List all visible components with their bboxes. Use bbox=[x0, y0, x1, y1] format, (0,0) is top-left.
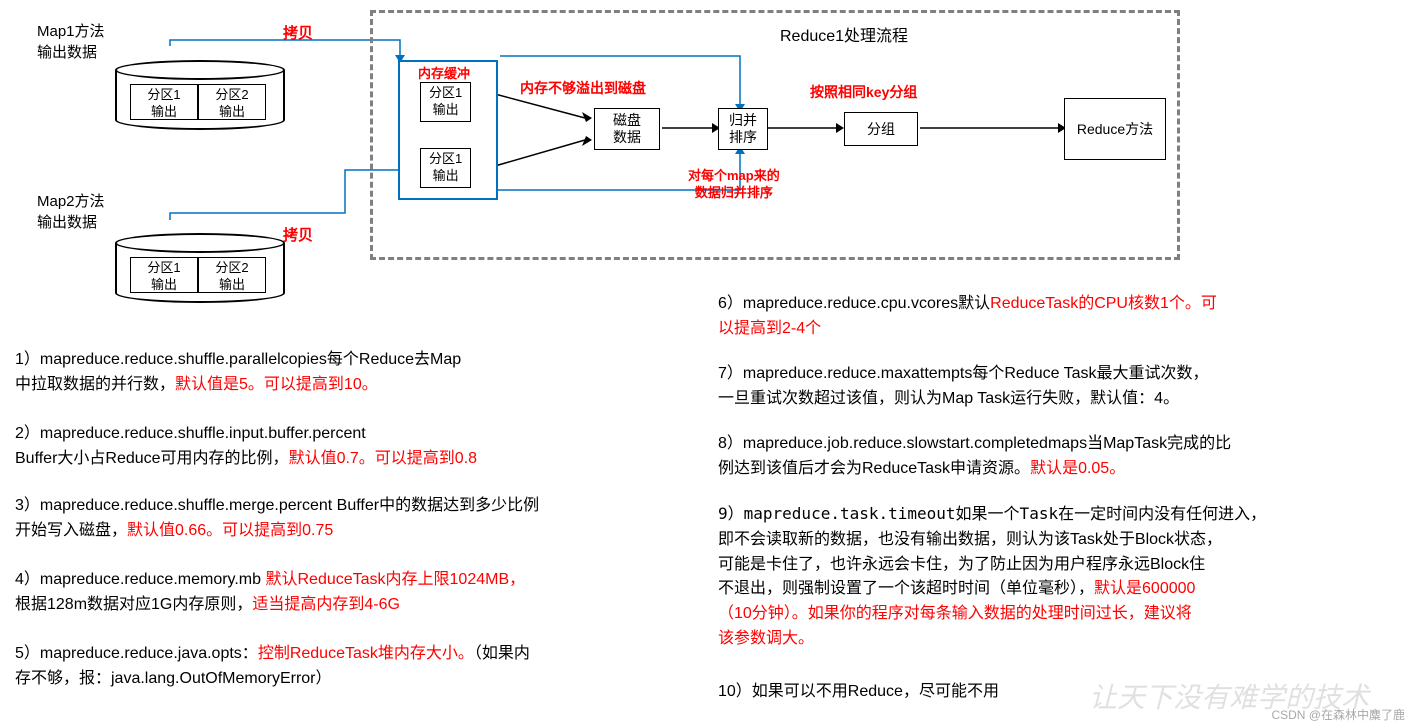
param-4: 4）mapreduce.reduce.memory.mb 默认ReduceTas… bbox=[15, 568, 665, 618]
param-1: 1）mapreduce.reduce.shuffle.parallelcopie… bbox=[15, 348, 665, 398]
param-7: 7）mapreduce.reduce.maxattempts每个Reduce T… bbox=[718, 362, 1398, 412]
disk-data-box: 磁盘数据 bbox=[594, 108, 660, 150]
param-8: 8）mapreduce.job.reduce.slowstart.complet… bbox=[718, 432, 1398, 482]
copy-label-2: 拷贝 bbox=[283, 224, 313, 245]
mem-buffer-label: 内存缓冲 bbox=[418, 63, 470, 82]
param-5: 5）mapreduce.reduce.java.opts：控制ReduceTas… bbox=[15, 642, 665, 692]
buffer-cell-a: 分区1输出 bbox=[420, 82, 471, 122]
map1-cell1: 分区1输出 bbox=[130, 84, 198, 120]
group-box: 分组 bbox=[844, 112, 918, 146]
map1-cylinder: 分区1输出 分区2输出 bbox=[115, 60, 285, 140]
param-6: 6）mapreduce.reduce.cpu.vcores默认ReduceTas… bbox=[718, 292, 1398, 342]
per-map-label: 对每个map来的数据归并排序 bbox=[688, 168, 780, 202]
map2-title-text: Map2方法 bbox=[37, 193, 105, 210]
map2-cell1: 分区1输出 bbox=[130, 257, 198, 293]
param-9: 9）mapreduce.task.timeout如果一个Task在一定时间内没有… bbox=[718, 502, 1398, 652]
map2-cell2: 分区2输出 bbox=[198, 257, 266, 293]
map1-cell2: 分区2输出 bbox=[198, 84, 266, 120]
map2-title: Map2方法 输出数据 bbox=[37, 190, 105, 232]
map2-cylinder: 分区1输出 分区2输出 bbox=[115, 233, 285, 313]
reduce-process-title: Reduce1处理流程 bbox=[780, 22, 908, 46]
param-3: 3）mapreduce.reduce.shuffle.merge.percent… bbox=[15, 494, 665, 544]
overflow-label: 内存不够溢出到磁盘 bbox=[520, 78, 646, 98]
map1-title-text: Map1方法 bbox=[37, 23, 105, 40]
map2-subtitle-text: 输出数据 bbox=[37, 214, 97, 231]
reduce-method-box: Reduce方法 bbox=[1064, 98, 1166, 160]
buffer-cell-b: 分区1输出 bbox=[420, 148, 471, 188]
copy-label-1: 拷贝 bbox=[283, 22, 313, 43]
map1-title: Map1方法 输出数据 bbox=[37, 20, 105, 62]
merge-sort-box: 归并排序 bbox=[718, 108, 768, 150]
group-by-key-label: 按照相同key分组 bbox=[810, 82, 917, 102]
param-2: 2）mapreduce.reduce.shuffle.input.buffer.… bbox=[15, 422, 665, 472]
attribution: CSDN @在森林中麋了鹿 bbox=[1271, 706, 1405, 723]
map1-subtitle-text: 输出数据 bbox=[37, 44, 97, 61]
